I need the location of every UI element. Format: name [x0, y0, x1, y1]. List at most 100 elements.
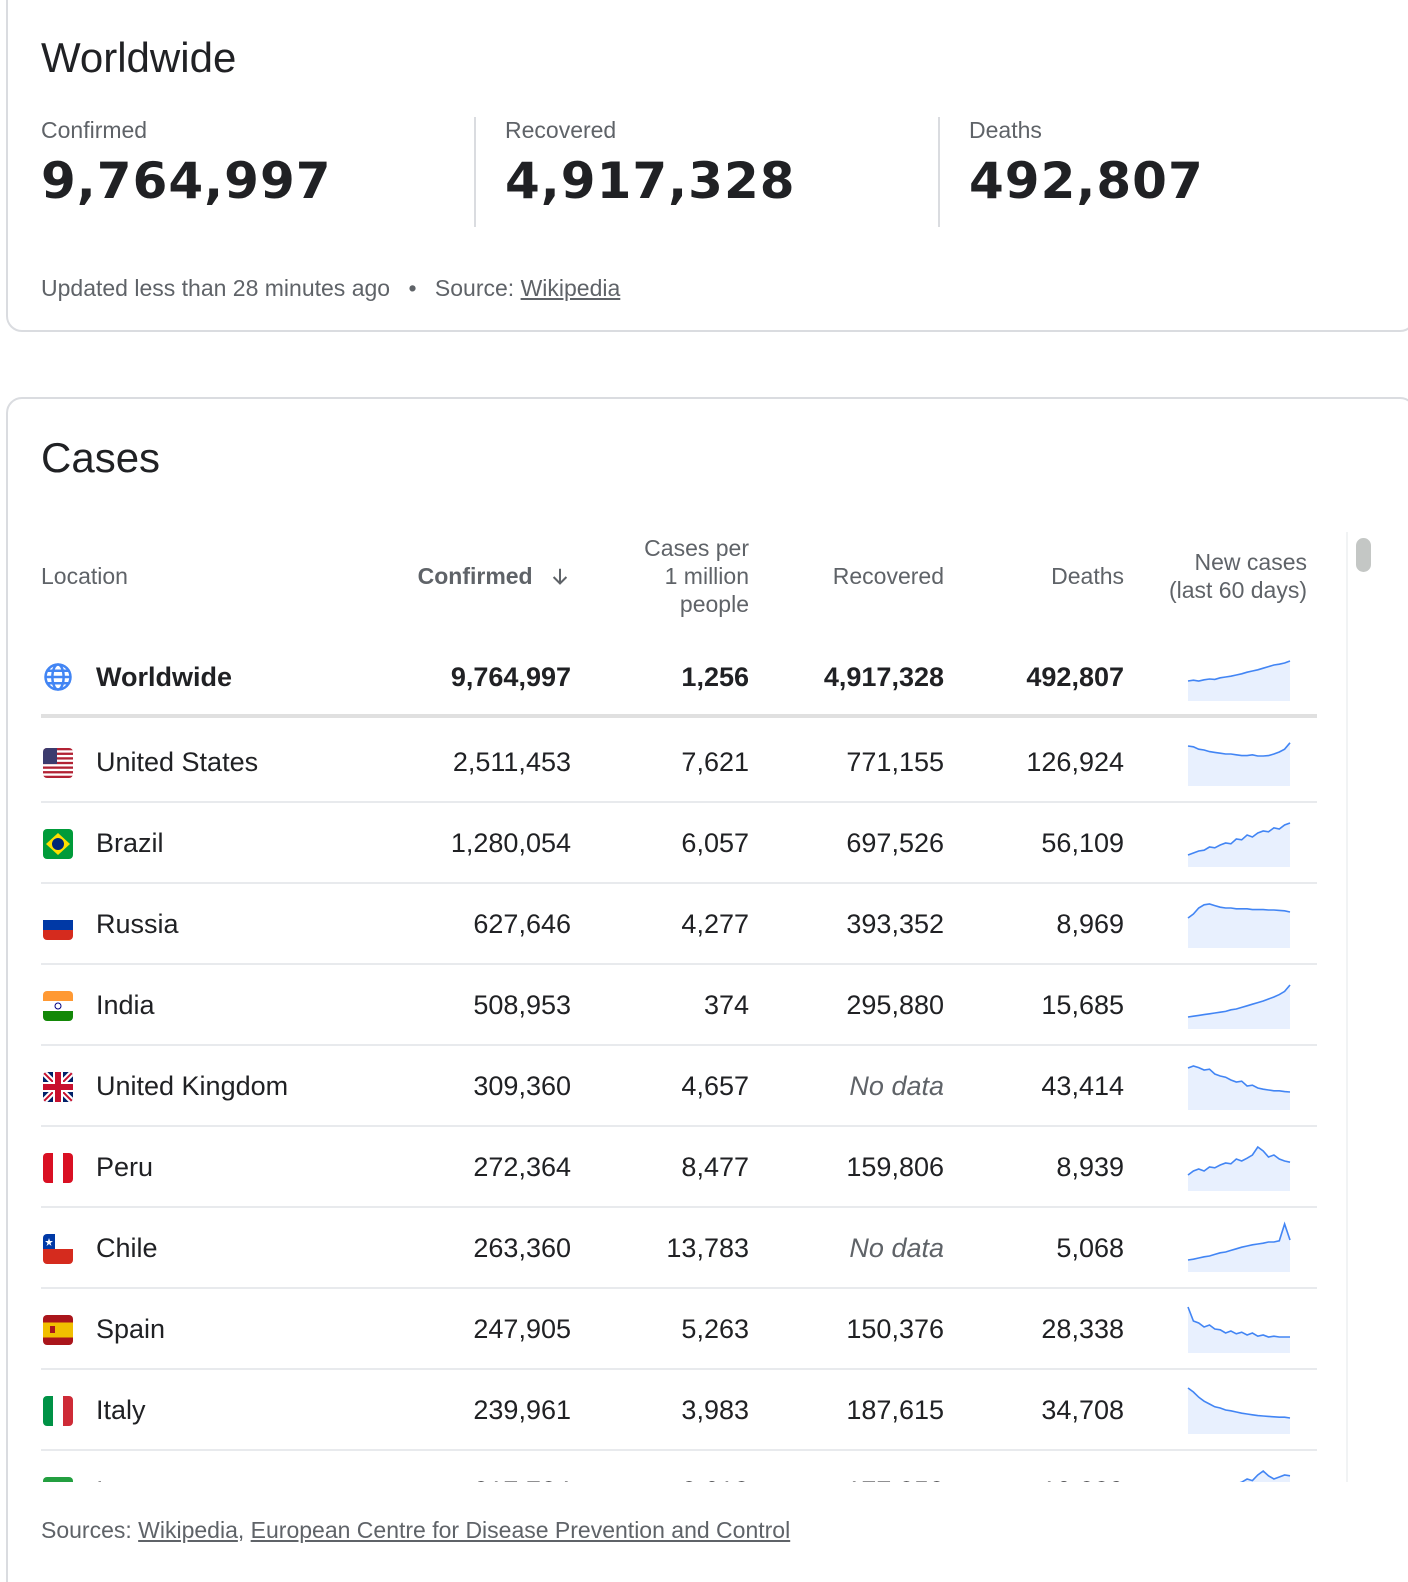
cell-per-million: 3,983 [681, 1395, 749, 1425]
table-row[interactable]: Brazil 1,280,054 6,057 697,526 56,109 [41, 803, 1317, 884]
sparkline-chart [1187, 1058, 1291, 1110]
stat-value: 492,807 [969, 152, 1204, 210]
cell-deaths: 8,969 [1056, 909, 1124, 939]
header-new-cases-line: New cases [1194, 549, 1307, 575]
stat-recovered: Recovered 4,917,328 [505, 117, 905, 210]
source-link-ecdc[interactable]: European Centre for Disease Prevention a… [250, 1517, 791, 1543]
source-link-wikipedia[interactable]: Wikipedia [520, 275, 621, 301]
cell-location: United Kingdom [96, 1071, 289, 1101]
source-link-wikipedia[interactable]: Wikipedia [138, 1517, 238, 1543]
header-confirmed[interactable]: Confirmed [371, 562, 571, 662]
cell-recovered: No data [849, 1071, 944, 1101]
cell-location: Peru [96, 1152, 154, 1182]
cell-location: Worldwide [96, 662, 233, 692]
header-per-million-line: Cases per [644, 535, 749, 561]
flag-it-icon [43, 1396, 73, 1426]
cell-deaths: 5,068 [1056, 1233, 1124, 1263]
table-row[interactable]: Spain 247,905 5,263 150,376 28,338 [41, 1289, 1317, 1370]
arrow-down-icon [552, 568, 568, 585]
sparkline-chart [1187, 896, 1291, 948]
cell-deaths: 28,338 [1041, 1314, 1124, 1344]
cell-per-million: 1,256 [681, 662, 749, 692]
header-deaths[interactable]: Deaths [1051, 563, 1124, 589]
sparkline-chart [1187, 1301, 1291, 1353]
cell-confirmed: 217,724 [371, 1451, 571, 1482]
table-row[interactable]: United Kingdom 309,360 4,657 No data 43,414 [41, 1046, 1317, 1127]
cell-deaths: 15,685 [1041, 990, 1124, 1020]
worldwide-title: Worldwide [41, 34, 237, 81]
cases-title: Cases [41, 434, 161, 481]
scrollbar[interactable] [1346, 532, 1376, 1482]
cell-confirmed: 2,511,453 [452, 747, 571, 777]
sparkline-chart [1187, 1382, 1291, 1434]
table-row[interactable]: Italy 239,961 3,983 187,615 34,708 [41, 1370, 1317, 1451]
cell-recovered: 771,155 [846, 747, 944, 777]
sparkline-chart [1187, 1463, 1291, 1482]
worldwide-card: Worldwide Confirmed 9,764,997 Recovered … [6, 0, 1408, 332]
cell-recovered: No data [849, 1233, 944, 1263]
cell-recovered: 4,917,328 [823, 662, 944, 692]
flag-pe-icon [43, 1153, 73, 1183]
source-label: Source: [434, 275, 515, 301]
cell-location: Russia [96, 909, 179, 939]
cell-confirmed: 309,360 [473, 1071, 571, 1101]
table-row[interactable]: India 508,953 374 295,880 15,685 [41, 965, 1317, 1046]
cell-recovered: 159,806 [846, 1152, 944, 1182]
cell-confirmed: 247,905 [473, 1314, 571, 1344]
cell-recovered: 697,526 [846, 828, 944, 858]
sources-footer: Sources: Wikipedia, European Centre for … [41, 1517, 790, 1544]
cell-location: India [96, 990, 155, 1020]
cell-confirmed: 239,961 [473, 1395, 571, 1425]
cell-recovered: 187,615 [846, 1395, 944, 1425]
flag-us-icon [43, 748, 73, 778]
cell-per-million: 2,613 [601, 1451, 749, 1482]
table-row-worldwide[interactable]: Worldwide 9,764,997 1,256 4,917,328 492,807 [41, 637, 1317, 718]
cell-confirmed: 508,953 [473, 990, 571, 1020]
cell-per-million: 4,277 [681, 909, 749, 939]
cell-per-million: 13,783 [666, 1233, 749, 1263]
header-new-cases-line: (last 60 days) [1168, 577, 1307, 603]
cell-confirmed: 263,360 [473, 1233, 571, 1263]
cell-location: Chile [96, 1233, 158, 1263]
cell-location: United States [96, 747, 259, 777]
cell-location: Spain [96, 1314, 166, 1344]
table-row[interactable]: Chile 263,360 13,783 No data 5,068 [41, 1208, 1317, 1289]
cell-deaths: 34,708 [1041, 1395, 1124, 1425]
divider [938, 117, 940, 227]
header-recovered[interactable]: Recovered [832, 563, 944, 589]
cell-confirmed: 9,764,997 [450, 662, 571, 692]
sparkline-chart [1187, 649, 1291, 701]
separator-dot: • [408, 275, 417, 301]
cell-recovered: 393,352 [846, 909, 944, 939]
cell-location: Italy [96, 1395, 146, 1425]
flag-uk-icon [43, 1072, 73, 1102]
stat-label: Recovered [505, 117, 617, 143]
header-per-million-line: 1 million [664, 563, 749, 589]
cases-card: Cases Location Confirmed Cases per 1 mil… [6, 397, 1408, 1582]
table-row[interactable]: Iran 217,724 2,613 177,852 10,239 [41, 1451, 1317, 1482]
cell-per-million: 6,057 [681, 828, 749, 858]
table-row[interactable]: Peru 272,364 8,477 159,806 8,939 [41, 1127, 1317, 1208]
cell-recovered: 150,376 [846, 1314, 944, 1344]
cases-table[interactable]: Location Confirmed Cases per 1 million p… [41, 532, 1317, 1482]
sparkline-chart [1187, 1220, 1291, 1272]
cell-location: Iran [96, 1451, 143, 1482]
flag-br-icon [43, 829, 73, 859]
sparkline-chart [1187, 734, 1291, 786]
flag-ru-icon [43, 910, 73, 940]
table-row[interactable]: Russia 627,646 4,277 393,352 8,969 [41, 884, 1317, 965]
cell-confirmed: 1,280,054 [450, 828, 571, 858]
header-new-cases[interactable]: New cases (last 60 days) [1141, 548, 1307, 648]
cell-deaths: 56,109 [1041, 828, 1124, 858]
header-location[interactable]: Location [41, 563, 128, 589]
cell-confirmed: 272,364 [473, 1152, 571, 1182]
header-cases-per-million[interactable]: Cases per 1 million people [601, 534, 749, 634]
cell-location: Brazil [96, 828, 164, 858]
cell-recovered: 177,852 [781, 1451, 944, 1482]
cell-confirmed: 627,646 [473, 909, 571, 939]
table-row[interactable]: United States 2,511,453 7,621 771,155 126,92… [41, 722, 1317, 803]
scrollbar-thumb[interactable] [1356, 538, 1371, 572]
updated-text: Updated less than 28 minutes ago [41, 275, 391, 301]
cell-per-million: 5,263 [681, 1314, 749, 1344]
cell-deaths: 43,414 [1041, 1071, 1124, 1101]
